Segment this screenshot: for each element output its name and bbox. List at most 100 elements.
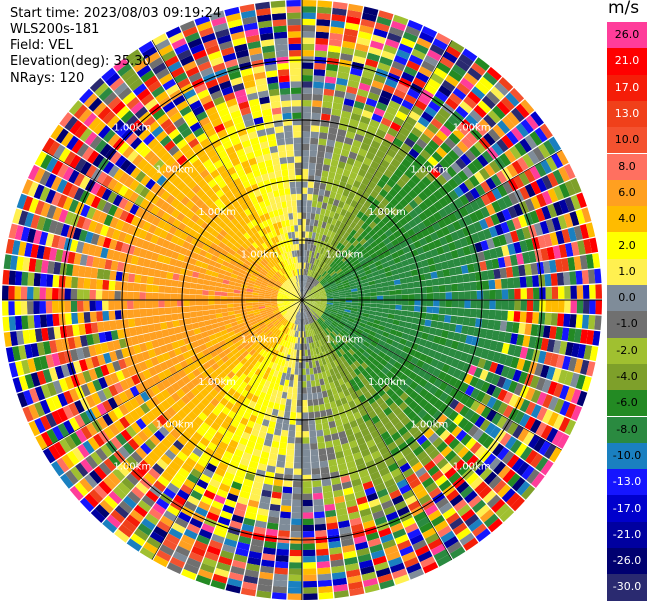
velocity-gate (490, 373, 501, 386)
velocity-gate (291, 512, 302, 519)
velocity-gate (366, 259, 375, 266)
velocity-gate (407, 288, 415, 294)
velocity-gate (231, 481, 243, 491)
velocity-gate (295, 324, 299, 331)
velocity-gate (326, 296, 334, 299)
velocity-gate (398, 320, 406, 328)
velocity-gate (453, 379, 464, 390)
velocity-gate (465, 335, 474, 345)
velocity-gate (492, 351, 502, 363)
velocity-gate (190, 317, 199, 324)
velocity-gate (96, 279, 104, 290)
velocity-gate (363, 285, 370, 290)
velocity-gate (541, 409, 554, 424)
velocity-gate (538, 312, 546, 325)
velocity-gate (165, 533, 180, 546)
velocity-gate (302, 537, 315, 544)
velocity-gate (288, 424, 296, 432)
velocity-gate (443, 154, 455, 166)
velocity-gate (313, 321, 318, 328)
velocity-gate (330, 354, 337, 362)
velocity-gate (377, 253, 386, 260)
velocity-gate (326, 301, 334, 304)
velocity-gate (471, 336, 480, 347)
velocity-gate (450, 249, 459, 259)
velocity-gate (372, 477, 384, 487)
velocity-gate (303, 281, 306, 288)
velocity-gate (501, 289, 509, 300)
velocity-gate (339, 275, 347, 280)
velocity-gate (461, 136, 474, 149)
velocity-gate (308, 355, 312, 363)
velocity-gate (522, 251, 531, 264)
velocity-gate (438, 253, 447, 263)
velocity-gate (313, 188, 320, 195)
velocity-gate (378, 467, 390, 477)
velocity-gate (487, 319, 495, 330)
velocity-gate (343, 258, 351, 265)
velocity-gate (398, 43, 413, 55)
velocity-gate (486, 190, 497, 203)
velocity-gate (367, 424, 377, 434)
velocity-gate (399, 217, 408, 227)
velocity-gate (20, 301, 28, 315)
velocity-gate (102, 310, 110, 321)
velocity-gate (340, 264, 348, 271)
velocity-gate (153, 323, 162, 332)
velocity-gate (344, 210, 352, 219)
velocity-gate (292, 487, 302, 494)
velocity-gate (423, 128, 436, 140)
velocity-gate (139, 547, 156, 560)
velocity-gate (542, 325, 551, 339)
velocity-gate (380, 198, 390, 207)
velocity-gate (374, 561, 389, 572)
velocity-gate (495, 289, 502, 300)
velocity-gate (377, 241, 386, 249)
velocity-gate (278, 530, 290, 538)
velocity-gate (344, 454, 355, 463)
velocity-gate (299, 318, 302, 325)
velocity-gate (375, 101, 388, 112)
velocity-gate (215, 313, 223, 319)
velocity-gate (384, 545, 399, 556)
velocity-gate (314, 411, 321, 419)
velocity-gate (396, 478, 409, 489)
velocity-gate (308, 298, 315, 300)
velocity-gate (445, 300, 453, 308)
velocity-gate (319, 304, 327, 308)
velocity-gate (540, 459, 554, 476)
velocity-gate (321, 234, 327, 242)
velocity-gate (350, 445, 361, 455)
velocity-gate (329, 314, 336, 319)
velocity-gate (400, 416, 411, 426)
velocity-gate (70, 300, 78, 313)
velocity-gate (327, 197, 335, 205)
velocity-gate (524, 183, 536, 198)
velocity-gate (418, 378, 428, 388)
velocity-gate (303, 562, 317, 569)
velocity-gate (95, 300, 103, 311)
velocity-gate (293, 468, 302, 476)
velocity-gate (480, 193, 491, 206)
velocity-gate (464, 191, 475, 203)
velocity-gate (306, 303, 312, 309)
velocity-gate (333, 590, 349, 599)
velocity-gate (265, 528, 278, 537)
velocity-gate (449, 494, 464, 507)
velocity-gate (356, 234, 364, 243)
velocity-gate (341, 481, 353, 490)
velocity-gate (468, 345, 478, 356)
velocity-gate (197, 568, 214, 580)
velocity-gate (381, 383, 391, 393)
velocity-gate (293, 462, 302, 469)
velocity-gate (382, 539, 397, 550)
velocity-gate (313, 219, 319, 227)
velocity-gate (570, 241, 580, 256)
velocity-gate (324, 235, 330, 243)
velocity-gate (371, 113, 383, 123)
velocity-gate (385, 271, 393, 277)
velocity-gate (372, 336, 380, 344)
velocity-gate (512, 369, 522, 382)
velocity-gate (208, 295, 215, 300)
velocity-gate (266, 387, 274, 396)
